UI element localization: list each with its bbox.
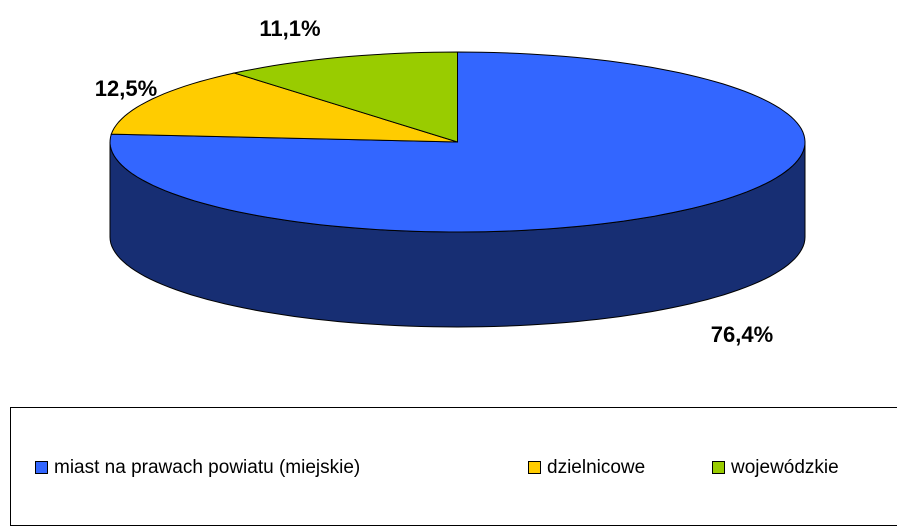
legend-box: [10, 407, 897, 526]
legend-label: wojewódzkie: [730, 457, 839, 478]
legend-swatch: [528, 461, 541, 474]
legend-swatch: [712, 461, 725, 474]
value-label: 11,1%: [259, 16, 320, 41]
value-label: 12,5%: [95, 76, 157, 101]
legend-label: dzielnicowe: [547, 457, 645, 478]
legend-label: miast na prawach powiatu (miejskie): [54, 457, 360, 478]
value-label: 76,4%: [711, 322, 773, 347]
slice: [232, 51, 458, 143]
slice: [110, 72, 458, 143]
legend-swatch: [35, 461, 48, 474]
